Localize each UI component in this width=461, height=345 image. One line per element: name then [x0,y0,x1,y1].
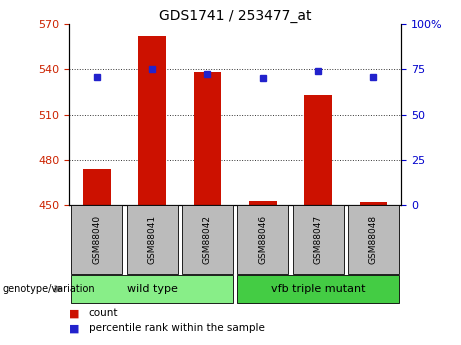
Text: count: count [89,308,118,318]
Text: vfb triple mutant: vfb triple mutant [271,284,365,294]
Text: genotype/variation: genotype/variation [2,284,95,294]
Text: GSM88041: GSM88041 [148,215,157,264]
Bar [237,275,399,303]
Bar [237,205,288,274]
Bar [304,95,332,205]
Title: GDS1741 / 253477_at: GDS1741 / 253477_at [159,9,311,23]
Bar [293,205,343,274]
Text: GSM88040: GSM88040 [92,215,101,264]
Bar [127,205,177,274]
Text: GSM88042: GSM88042 [203,215,212,264]
Bar [71,275,233,303]
Text: percentile rank within the sample: percentile rank within the sample [89,324,265,333]
Bar [71,205,122,274]
Bar [138,36,166,205]
Text: GSM88048: GSM88048 [369,215,378,264]
Text: wild type: wild type [127,284,177,294]
Bar [83,169,111,205]
Text: ■: ■ [69,324,80,333]
Bar [182,205,233,274]
Bar [348,205,399,274]
Bar [249,201,277,205]
Text: ■: ■ [69,308,80,318]
Text: GSM88047: GSM88047 [313,215,323,264]
Bar [360,202,387,205]
Bar [194,72,221,205]
Text: GSM88046: GSM88046 [258,215,267,264]
